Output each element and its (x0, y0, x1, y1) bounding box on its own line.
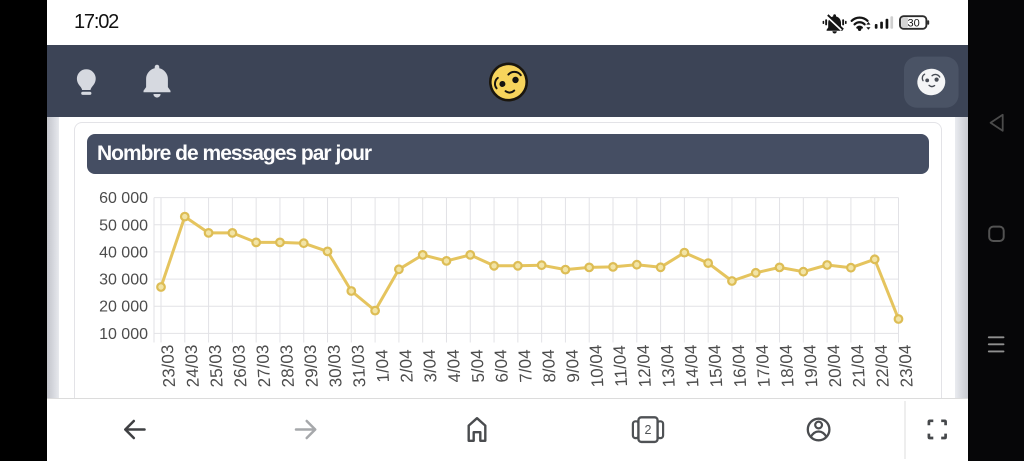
svg-text:31/03: 31/03 (348, 344, 369, 387)
svg-text:6/04: 6/04 (491, 349, 512, 383)
svg-text:60 000: 60 000 (99, 190, 148, 207)
svg-text:22/04: 22/04 (872, 344, 893, 387)
svg-text:23/03: 23/03 (158, 344, 179, 387)
svg-text:4/04: 4/04 (444, 349, 465, 383)
svg-text:3/04: 3/04 (420, 349, 441, 383)
svg-text:30/03: 30/03 (324, 344, 345, 387)
svg-text:8/04: 8/04 (539, 349, 560, 383)
svg-text:18/04: 18/04 (776, 344, 797, 387)
svg-text:29/03: 29/03 (301, 344, 322, 387)
svg-text:11/04: 11/04 (610, 345, 631, 387)
svg-text:2: 2 (645, 423, 652, 437)
svg-text:20/04: 20/04 (824, 344, 845, 387)
svg-text:21/04: 21/04 (848, 344, 869, 387)
svg-text:1/04: 1/04 (372, 349, 393, 383)
svg-text:23/04: 23/04 (895, 344, 916, 387)
svg-text:14/04: 14/04 (681, 344, 702, 387)
svg-text:25/03: 25/03 (205, 344, 226, 387)
svg-text:30 000: 30 000 (99, 272, 148, 289)
svg-text:9/04: 9/04 (563, 349, 584, 383)
svg-text:19/04: 19/04 (800, 344, 821, 387)
svg-text:50 000: 50 000 (99, 217, 148, 234)
svg-text:24/03: 24/03 (182, 344, 203, 387)
svg-text:5/04: 5/04 (467, 349, 488, 383)
svg-text:26/03: 26/03 (229, 344, 250, 387)
svg-text:10/04: 10/04 (586, 344, 607, 387)
svg-text:17/04: 17/04 (753, 344, 774, 387)
svg-text:16/04: 16/04 (729, 344, 750, 387)
svg-text:40 000: 40 000 (99, 244, 148, 261)
svg-text:7/04: 7/04 (515, 349, 536, 383)
svg-text:28/03: 28/03 (277, 344, 298, 387)
svg-text:15/04: 15/04 (705, 344, 726, 387)
svg-text:10 000: 10 000 (99, 326, 148, 343)
svg-text:13/04: 13/04 (657, 344, 678, 387)
svg-text:2/04: 2/04 (396, 349, 417, 383)
svg-text:27/03: 27/03 (253, 344, 274, 387)
svg-text:30: 30 (907, 18, 919, 30)
svg-text:12/04: 12/04 (634, 344, 655, 387)
svg-text:20 000: 20 000 (99, 299, 148, 316)
